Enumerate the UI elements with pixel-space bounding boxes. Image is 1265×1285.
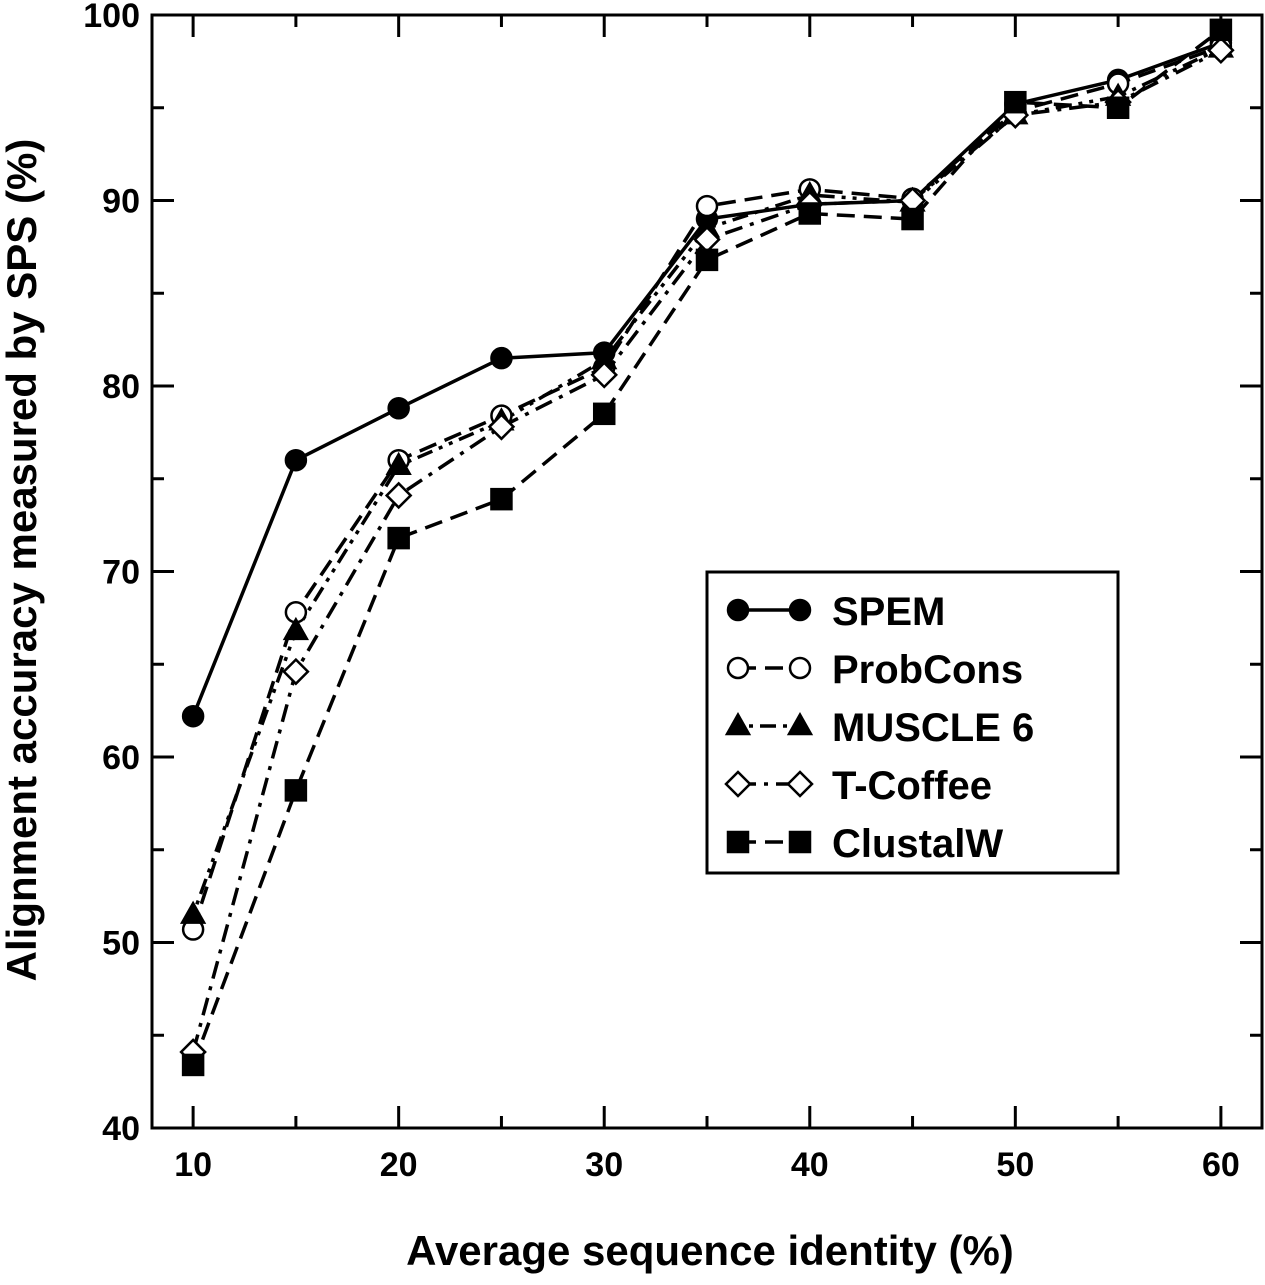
- marker: [1209, 18, 1233, 42]
- marker: [490, 346, 513, 370]
- marker: [181, 704, 205, 728]
- series-line: [191, 46, 1222, 916]
- marker: [901, 207, 924, 231]
- y-axis-label: Alignment accuracy measured by SPS (%): [0, 139, 45, 982]
- marker: [695, 194, 719, 218]
- y-tick-label: 40: [102, 1110, 140, 1148]
- y-tick-label: 90: [102, 183, 140, 221]
- marker: [487, 413, 516, 441]
- marker: [726, 598, 750, 622]
- legend-label: T-Coffee: [832, 764, 992, 808]
- y-tick-label: 100: [83, 0, 140, 35]
- x-tick-label: 30: [585, 1146, 623, 1184]
- series-line: [191, 28, 1222, 1066]
- marker: [590, 361, 618, 389]
- marker: [387, 397, 410, 420]
- x-tick-label: 20: [380, 1146, 418, 1184]
- y-tick-label: 60: [102, 739, 140, 777]
- legend-box: [705, 570, 1120, 875]
- marker: [592, 402, 616, 426]
- marker: [284, 448, 308, 472]
- x-axis-label: Average sequence identity (%): [406, 1227, 1014, 1274]
- legend-label: SPEM: [832, 590, 945, 634]
- marker: [788, 656, 812, 680]
- legend-label: ProbCons: [832, 648, 1023, 692]
- x-tick-label: 10: [174, 1146, 212, 1184]
- marker: [490, 487, 513, 511]
- marker: [284, 779, 308, 802]
- marker: [695, 248, 719, 272]
- marker: [1207, 36, 1235, 65]
- marker: [788, 830, 812, 854]
- marker: [726, 656, 750, 680]
- x-tick-label: 60: [1202, 1146, 1240, 1184]
- marker: [724, 711, 752, 736]
- marker: [387, 526, 410, 550]
- marker: [1106, 96, 1130, 119]
- marker: [786, 770, 814, 798]
- marker: [181, 1053, 205, 1077]
- y-tick-label: 70: [102, 554, 140, 592]
- y-tick-label: 80: [102, 368, 140, 406]
- x-tick-label: 50: [996, 1146, 1034, 1184]
- marker: [282, 616, 310, 641]
- marker: [384, 481, 413, 510]
- marker: [726, 830, 750, 854]
- y-tick-label: 50: [102, 925, 140, 963]
- marker: [1004, 90, 1027, 114]
- marker: [385, 451, 412, 476]
- marker: [179, 900, 207, 924]
- legend-label: ClustalW: [832, 822, 1003, 866]
- legend-label: MUSCLE 6: [832, 706, 1034, 750]
- marker: [788, 598, 812, 622]
- marker: [724, 770, 752, 798]
- marker: [798, 202, 822, 225]
- marker: [282, 657, 310, 686]
- x-tick-label: 40: [791, 1146, 829, 1184]
- marker: [786, 711, 814, 736]
